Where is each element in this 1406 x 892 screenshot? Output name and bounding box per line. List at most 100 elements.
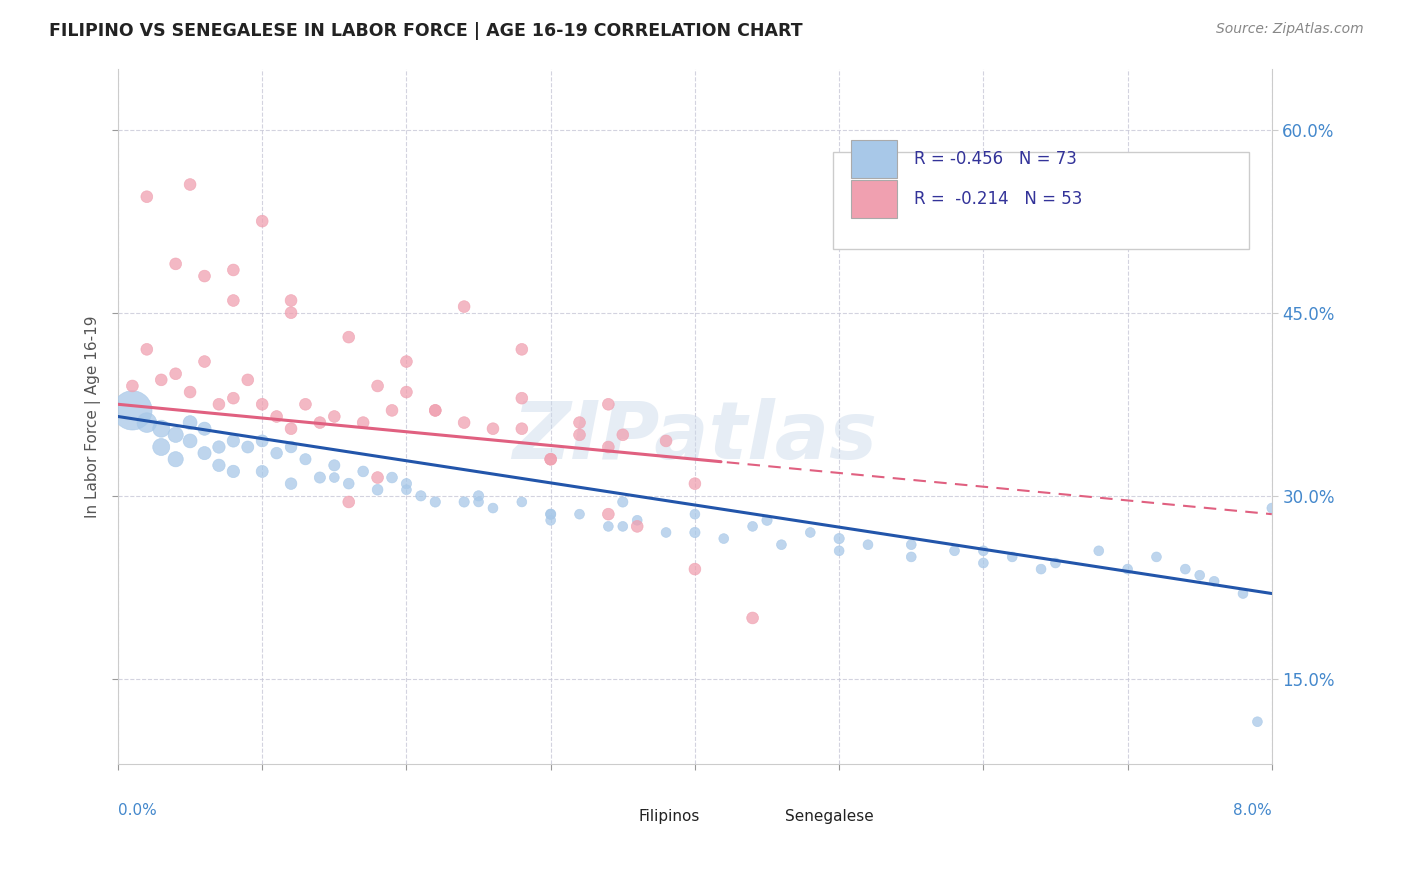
Point [799,525,821,540]
Point [381,403,404,417]
Point [280,440,302,454]
Point [367,483,389,497]
Point [568,427,591,442]
Point [943,543,966,558]
Point [121,379,143,393]
Point [453,300,475,314]
Text: 0.0%: 0.0% [118,803,156,818]
Point [395,476,418,491]
Point [482,501,505,516]
Point [193,422,215,436]
Point [1116,562,1139,576]
Point [741,519,763,533]
Point [222,293,245,308]
Point [598,440,620,454]
Point [337,495,360,509]
Point [381,470,404,484]
Point [309,470,332,484]
Point [193,269,215,284]
Point [165,367,187,381]
Point [280,306,302,320]
Point [1029,562,1052,576]
Point [222,391,245,405]
Point [165,427,187,442]
Point [1045,556,1067,570]
Point [655,434,678,448]
Point [352,416,374,430]
Point [510,495,533,509]
Point [395,483,418,497]
Point [150,422,173,436]
Point [266,446,288,460]
Point [626,513,648,527]
Point [352,465,374,479]
Point [250,214,273,228]
Point [683,562,706,576]
Point [250,434,273,448]
Point [165,257,187,271]
Point [250,397,273,411]
Point [568,507,591,521]
Point [395,354,418,368]
Point [828,543,851,558]
Point [598,519,620,533]
Point [467,495,489,509]
Point [598,507,620,521]
Point [179,178,201,192]
Text: R =  -0.214   N = 53: R = -0.214 N = 53 [914,190,1083,208]
Point [540,452,562,467]
Point [612,427,634,442]
Point [165,452,187,467]
Point [179,385,201,400]
Point [1232,586,1254,600]
Point [741,611,763,625]
Point [626,519,648,533]
Bar [596,806,631,830]
Bar [834,152,1249,250]
Point [1146,549,1168,564]
Point [453,416,475,430]
Point [367,470,389,484]
Point [683,507,706,521]
Point [367,379,389,393]
Point [236,440,259,454]
Point [280,293,302,308]
Point [540,513,562,527]
Point [236,373,259,387]
Point [150,440,173,454]
Point [179,434,201,448]
Text: 8.0%: 8.0% [1233,803,1272,818]
Point [193,446,215,460]
Text: ZIPatlas: ZIPatlas [512,399,877,476]
Point [972,543,994,558]
Point [208,458,231,473]
Point [568,416,591,430]
Point [612,519,634,533]
Point [540,452,562,467]
Point [756,513,779,527]
Point [294,397,316,411]
Point [150,373,173,387]
Point [828,532,851,546]
Point [1001,549,1024,564]
Point [482,422,505,436]
Point [856,538,879,552]
Point [1261,501,1284,516]
Bar [851,180,897,219]
Point [425,403,447,417]
Point [323,409,346,424]
Point [135,190,157,204]
Point [598,397,620,411]
Text: Filipinos: Filipinos [638,809,700,824]
Point [309,416,332,430]
Text: FILIPINO VS SENEGALESE IN LABOR FORCE | AGE 16-19 CORRELATION CHART: FILIPINO VS SENEGALESE IN LABOR FORCE | … [49,22,803,40]
Point [1174,562,1197,576]
Point [280,476,302,491]
Point [1087,543,1109,558]
Point [208,397,231,411]
Point [655,525,678,540]
Bar [851,140,897,178]
Point [683,476,706,491]
Point [208,440,231,454]
Point [510,422,533,436]
